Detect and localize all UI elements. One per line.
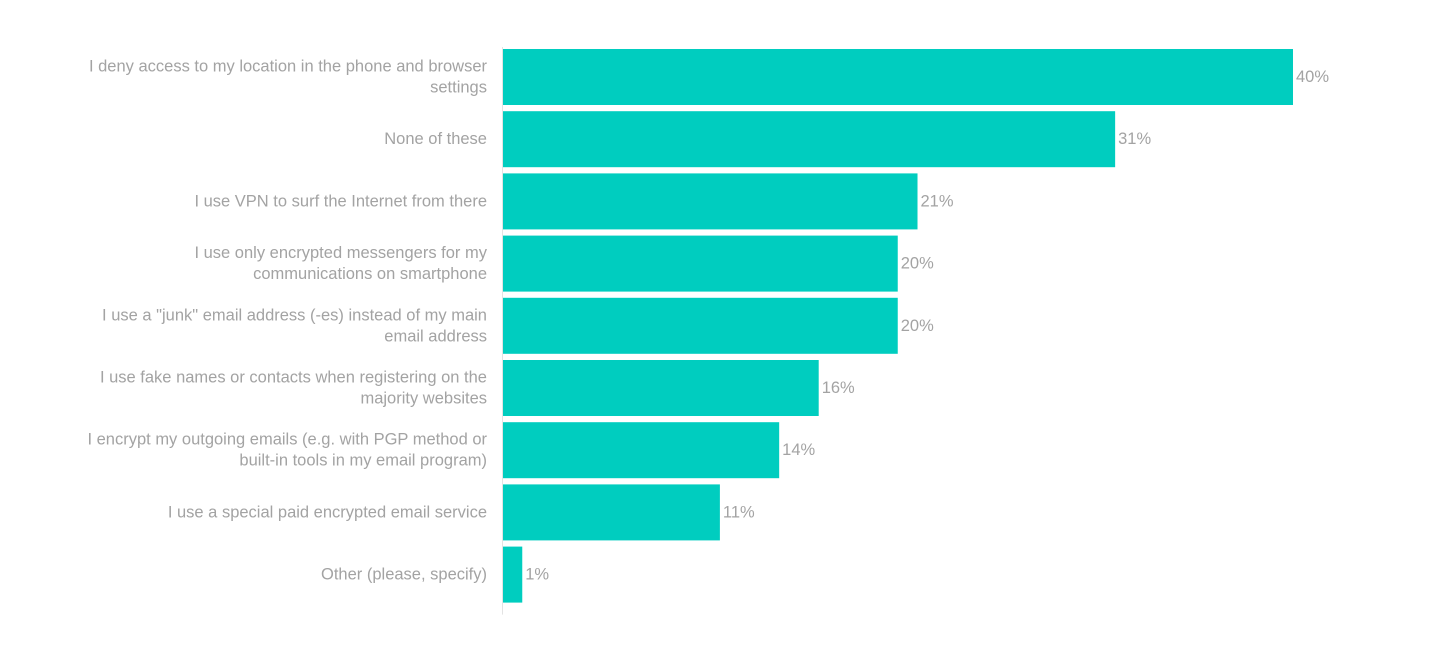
category-label-line: majority websites <box>360 390 487 408</box>
value-label-5: 16% <box>822 379 855 397</box>
bar-6 <box>502 422 780 479</box>
value-label-0: 40% <box>1296 68 1329 86</box>
category-label-line: communications on smartphone <box>253 265 487 283</box>
category-labels: I deny access to my location in the phon… <box>87 58 487 584</box>
bar-3 <box>502 235 898 292</box>
category-label-line: None of these <box>384 130 487 148</box>
bar-5 <box>502 360 819 416</box>
value-label-3: 20% <box>901 255 934 273</box>
category-label-line: I use a "junk" email address (-es) inste… <box>102 306 487 324</box>
value-label-1: 31% <box>1118 130 1151 148</box>
category-label-8: Other (please, specify) <box>321 566 487 584</box>
bar-2 <box>502 173 918 230</box>
category-label-line: I encrypt my outgoing emails (e.g. with … <box>87 431 487 449</box>
category-label-1: None of these <box>384 130 487 148</box>
value-label-4: 20% <box>901 317 934 335</box>
category-label-line: Other (please, specify) <box>321 566 487 584</box>
category-label-4: I use a "junk" email address (-es) inste… <box>102 306 487 345</box>
bar-8 <box>502 546 523 603</box>
category-label-line: I use fake names or contacts when regist… <box>100 369 487 387</box>
category-label-line: I use a special paid encrypted email ser… <box>168 503 487 521</box>
category-label-3: I use only encrypted messengers for my co… <box>194 244 487 283</box>
category-label-line: I use VPN to surf the Internet from ther… <box>194 192 487 210</box>
value-label-2: 21% <box>921 192 954 210</box>
bars <box>502 49 1293 603</box>
bar-7 <box>502 484 720 541</box>
category-label-0: I deny access to my location in the phon… <box>89 58 488 97</box>
category-label-line: email address <box>384 327 487 345</box>
value-label-7: 11% <box>723 503 755 521</box>
value-label-6: 14% <box>782 441 815 459</box>
category-label-line: I use only encrypted messengers for my <box>194 244 487 262</box>
category-label-7: I use a special paid encrypted email ser… <box>168 503 487 521</box>
category-label-2: I use VPN to surf the Internet from ther… <box>194 192 487 210</box>
category-label-line: built-in tools in my email program) <box>239 452 487 470</box>
bar-0 <box>502 49 1293 105</box>
bar-4 <box>502 297 898 354</box>
category-label-line: settings <box>430 79 487 97</box>
category-label-line: I deny access to my location in the phon… <box>89 58 488 76</box>
category-label-5: I use fake names or contacts when regist… <box>100 369 487 408</box>
category-label-6: I encrypt my outgoing emails (e.g. with … <box>87 431 487 470</box>
value-labels: 40% 31% 21% 20% 20% 16% 14% 11% 1% <box>525 68 1329 584</box>
value-label-8: 1% <box>525 566 549 584</box>
bar-1 <box>502 111 1116 168</box>
